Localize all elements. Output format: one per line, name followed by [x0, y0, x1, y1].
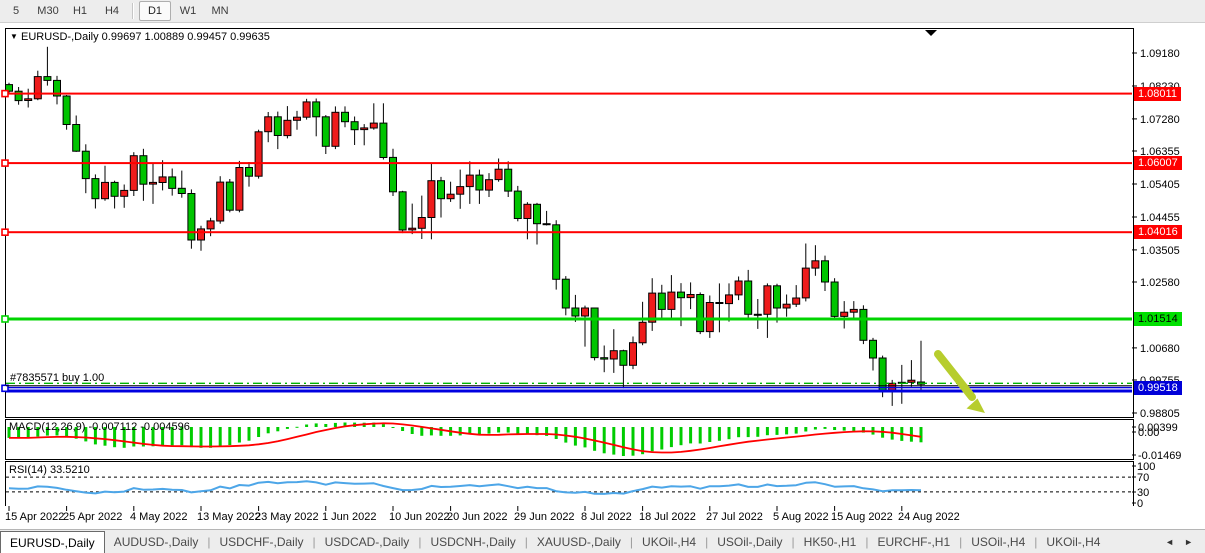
svg-text:1.00680: 1.00680	[1140, 343, 1180, 355]
svg-text:0.98805: 0.98805	[1140, 408, 1180, 420]
tab-separator: |	[524, 535, 528, 549]
rsi-axis-label: 70	[1137, 472, 1149, 484]
tabs-scroll-right-icon[interactable]: ►	[1184, 537, 1193, 547]
rsi-pane	[5, 461, 1134, 507]
rsi-axis-label: 100	[1137, 461, 1155, 473]
price-badge-0.99518: 0.99518	[1134, 381, 1182, 395]
price-badge-1.08011: 1.08011	[1134, 87, 1181, 101]
macd-values: -0.007112 -0.004596	[88, 421, 190, 433]
price-chart-pane[interactable]	[5, 28, 1134, 418]
svg-text:1.09180: 1.09180	[1140, 48, 1180, 60]
chart-tab-eurchf-h1[interactable]: EURCHF-,H1	[877, 535, 951, 549]
date-axis-label: 27 Jul 2022	[706, 511, 763, 523]
date-axis-label: 4 May 2022	[130, 511, 188, 523]
tab-separator: |	[705, 535, 709, 549]
date-axis	[5, 506, 1203, 529]
date-axis-label: 13 May 2022	[197, 511, 261, 523]
date-axis-label: 20 Jun 2022	[447, 511, 508, 523]
chart-tab-audusd-daily[interactable]: AUDUSD-,Daily	[113, 535, 199, 549]
chart-tab-usdchf-daily[interactable]: USDCHF-,Daily	[219, 535, 304, 549]
chart-tab-usoil-daily[interactable]: USOil-,Daily	[717, 535, 783, 549]
symbol-dropdown-icon[interactable]: ▼	[10, 32, 18, 41]
chart-title: ▼ EURUSD-,Daily 0.99697 1.00889 0.99457 …	[10, 31, 270, 43]
svg-text:1.07280: 1.07280	[1140, 114, 1180, 126]
symbol-tabbar: EURUSD-,Daily AUDUSD-,Daily | USDCHF-,Daily…	[0, 529, 1205, 553]
chart-tab-usdcad-daily[interactable]: USDCAD-,Daily	[324, 535, 410, 549]
tab-separator: |	[865, 535, 869, 549]
trade-order-label: #7835571 buy 1.00	[10, 372, 105, 384]
timeframe-button-mn[interactable]: MN	[211, 5, 229, 17]
chart-tab-hk50-h1[interactable]: HK50-,H1	[803, 535, 857, 549]
tab-separator: |	[418, 535, 422, 549]
timeframe-button-d1[interactable]: D1	[139, 1, 171, 21]
chart-tab-usdcnh-daily[interactable]: USDCNH-,Daily	[430, 535, 516, 549]
date-axis-label: 5 Aug 2022	[773, 511, 829, 523]
date-axis-label: 10 Jun 2022	[389, 511, 450, 523]
chart-tab-xauusd-daily[interactable]: XAUUSD-,Daily	[536, 535, 621, 549]
chart-tab-usoil-h4[interactable]: USOil-,H4	[971, 535, 1026, 549]
tab-separator: |	[959, 535, 963, 549]
rsi-value: 33.5210	[49, 464, 90, 476]
toolbar-separator	[132, 3, 134, 19]
date-axis-label: 15 Apr 2022	[5, 511, 65, 523]
chart-tab-ukoil-h4[interactable]: UKOil-,H4	[642, 535, 697, 549]
price-badge-1.04016: 1.04016	[1134, 225, 1182, 239]
rsi-title: RSI(14)	[9, 464, 47, 476]
svg-text:0.00399: 0.00399	[1138, 422, 1178, 434]
date-axis-label: 18 Jul 2022	[639, 511, 696, 523]
tab-separator: |	[1034, 535, 1038, 549]
date-axis-label: 23 May 2022	[255, 511, 319, 523]
svg-text:1.02580: 1.02580	[1140, 277, 1180, 289]
timeframe-button-h1[interactable]: H1	[72, 5, 88, 17]
date-axis-label: 25 Apr 2022	[63, 511, 123, 523]
macd-indicator-label: MACD(12,26,9) -0.007112 -0.004596	[9, 421, 190, 433]
tab-separator: |	[207, 535, 211, 549]
chart-title-ohlc: 0.99697 1.00889 0.99457 0.99635	[101, 31, 270, 43]
chart-tab-ukoil-h4[interactable]: UKOil-,H4	[1046, 535, 1101, 549]
rsi-indicator-label: RSI(14) 33.5210	[9, 464, 90, 476]
tab-separator: |	[312, 535, 316, 549]
chart-title-symbol: EURUSD-,Daily	[20, 31, 99, 43]
date-axis-label: 1 Jun 2022	[322, 511, 377, 523]
price-badge-1.06007: 1.06007	[1134, 156, 1182, 170]
rsi-axis-label: 30	[1137, 487, 1149, 499]
chart-tab-eurusd-daily[interactable]: EURUSD-,Daily	[0, 531, 105, 553]
timeframe-toolbar: 5 M30 H1 H4 D1 W1 MN	[0, 0, 1205, 23]
date-axis-label: 8 Jul 2022	[581, 511, 632, 523]
svg-text:-0.01469: -0.01469	[1138, 450, 1181, 462]
svg-text:1.03505: 1.03505	[1140, 245, 1180, 257]
date-axis-label: 15 Aug 2022	[831, 511, 893, 523]
date-axis-label: 29 Jun 2022	[514, 511, 575, 523]
timeframe-button-w1[interactable]: W1	[179, 5, 197, 17]
tabs-scroll-left-icon[interactable]: ◄	[1165, 537, 1175, 547]
timeframe-button-5[interactable]: 5	[12, 5, 20, 17]
price-badge-1.01514: 1.01514	[1134, 312, 1182, 326]
timeframe-button-h4[interactable]: H4	[104, 5, 120, 17]
timeframe-button-m30[interactable]: M30	[37, 5, 59, 17]
tab-separator: |	[629, 535, 634, 549]
date-axis-label: 24 Aug 2022	[898, 511, 960, 523]
svg-text:0.00: 0.00	[1138, 427, 1159, 439]
svg-text:1.05405: 1.05405	[1140, 179, 1180, 191]
tab-separator: |	[791, 535, 795, 549]
macd-title: MACD(12,26,9)	[9, 421, 86, 433]
svg-text:1.04455: 1.04455	[1140, 212, 1180, 224]
